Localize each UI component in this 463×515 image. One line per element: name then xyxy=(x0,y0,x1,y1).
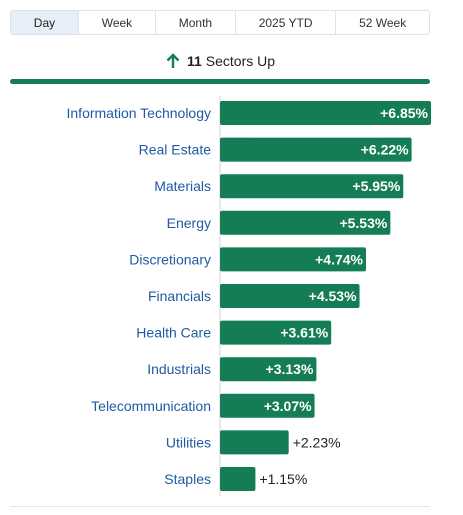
tab-ytd[interactable]: 2025 YTD xyxy=(236,11,337,34)
category-label: Industrials xyxy=(147,361,211,377)
category-label: Energy xyxy=(167,215,211,231)
bar[interactable] xyxy=(220,210,391,235)
tab-week[interactable]: Week xyxy=(79,11,156,34)
bar[interactable] xyxy=(220,467,256,491)
category-label: Materials xyxy=(154,178,211,194)
sectors-up-count: 11 xyxy=(186,53,202,69)
category-label: Telecommunication xyxy=(91,398,211,414)
tab-month[interactable]: Month xyxy=(156,11,236,34)
bar-value-label: +2.23% xyxy=(293,434,341,450)
bar[interactable] xyxy=(220,430,289,455)
category-label: Financials xyxy=(148,288,211,304)
sectors-summary: 11 Sectors Up xyxy=(0,50,440,72)
bar[interactable] xyxy=(220,247,367,272)
bar[interactable] xyxy=(220,101,431,125)
bar[interactable] xyxy=(220,174,404,199)
bar[interactable] xyxy=(220,137,412,162)
bar[interactable] xyxy=(220,284,360,308)
tab-52-week[interactable]: 52 Week xyxy=(359,15,407,30)
bar[interactable] xyxy=(220,357,317,382)
category-label: Discretionary xyxy=(129,251,211,267)
bar[interactable] xyxy=(220,393,315,418)
category-label: Real Estate xyxy=(139,142,212,158)
category-label: Utilities xyxy=(166,434,211,450)
bar-value-label: +3.61% xyxy=(280,325,328,341)
arrow-up-icon xyxy=(165,53,181,69)
bar-value-label: +6.85% xyxy=(380,105,428,121)
bar[interactable] xyxy=(220,320,332,345)
bar-value-label: +1.15% xyxy=(259,471,307,487)
summary-divider xyxy=(10,79,430,84)
bar-value-label: +4.53% xyxy=(309,288,357,304)
bar-value-label: +3.07% xyxy=(264,398,312,414)
sectors-up-text: Sectors Up xyxy=(205,53,276,69)
category-label: Staples xyxy=(164,471,211,487)
bar-value-label: +3.13% xyxy=(266,361,314,377)
period-tabs: Day Week Month 2025 YTD 52 Week xyxy=(10,10,430,35)
tab-day[interactable]: Day xyxy=(11,11,79,34)
bar-value-label: +5.95% xyxy=(352,178,400,194)
bottom-divider xyxy=(10,506,430,507)
bar-value-label: +4.74% xyxy=(315,251,363,267)
category-label: Information Technology xyxy=(67,105,212,121)
category-label: Health Care xyxy=(136,325,211,341)
bar-value-label: +5.53% xyxy=(339,215,387,231)
bar-value-label: +6.22% xyxy=(361,142,409,158)
